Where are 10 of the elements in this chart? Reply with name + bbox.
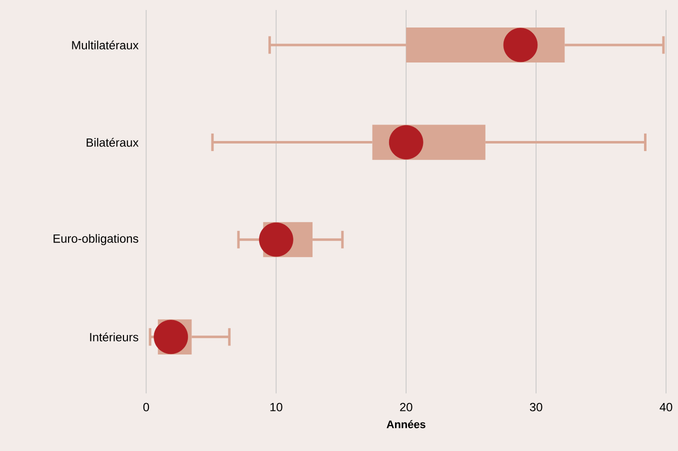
y-tick-label: Multilatéraux — [72, 40, 139, 50]
x-axis-title: Années — [386, 420, 426, 428]
x-tick-label: 20 — [400, 402, 412, 412]
x-tick-label: 40 — [660, 402, 672, 412]
y-tick-label: Bilatéraux — [86, 138, 139, 147]
x-tick-label: 0 — [143, 402, 150, 412]
x-tick-label: 10 — [270, 402, 282, 412]
y-tick-label: Euro-obligations — [54, 234, 138, 246]
x-tick-label: 30 — [530, 402, 542, 412]
y-tick-label: Intérieurs — [90, 332, 138, 342]
